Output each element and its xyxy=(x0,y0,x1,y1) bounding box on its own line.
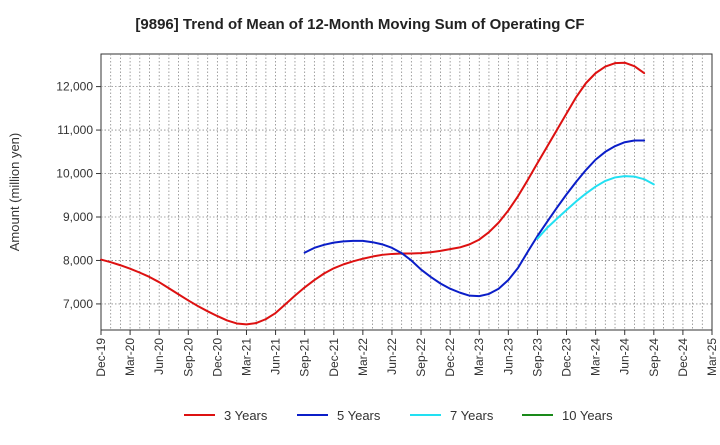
y-tick-label: 8,000 xyxy=(63,253,93,267)
x-tick-label: Jun-23 xyxy=(501,338,515,375)
legend-label: 3 Years xyxy=(224,408,268,423)
series-line-5-years xyxy=(303,139,646,298)
x-tick-label: Sep-21 xyxy=(298,338,312,377)
plot-area xyxy=(100,53,713,331)
series-lines xyxy=(100,61,655,326)
x-tick-label: Dec-20 xyxy=(210,338,224,377)
x-tick-label: Dec-22 xyxy=(443,338,457,377)
grid-lines xyxy=(101,54,712,330)
x-tick-label: Dec-24 xyxy=(676,338,690,377)
y-tick-label: 11,000 xyxy=(57,123,93,137)
x-tick-label: Dec-23 xyxy=(560,338,574,377)
series-line-7-years xyxy=(536,175,655,240)
x-tick-label: Dec-19 xyxy=(94,338,108,377)
x-tick-label: Mar-24 xyxy=(589,338,603,376)
y-tick-label: 9,000 xyxy=(63,210,93,224)
x-tick-label: Mar-25 xyxy=(705,338,719,376)
x-tick-label: Jun-22 xyxy=(385,338,399,375)
x-tick-label: Dec-21 xyxy=(327,338,341,377)
series-line-3-years xyxy=(100,61,646,326)
legend: 3 Years 5 Years 7 Years 10 Years xyxy=(184,408,613,423)
x-tick-label: Jun-24 xyxy=(618,338,632,375)
chart-title: [9896] Trend of Mean of 12-Month Moving … xyxy=(135,16,584,33)
x-tick-label: Mar-20 xyxy=(123,338,137,376)
x-tick-label: Jun-21 xyxy=(269,338,283,375)
x-tick-label: Mar-22 xyxy=(356,338,370,376)
y-tick-label: 12,000 xyxy=(56,80,93,94)
legend-label: 7 Years xyxy=(450,408,494,423)
x-tick-label: Mar-21 xyxy=(239,338,253,376)
y-tick-label: 7,000 xyxy=(63,297,93,311)
legend-label: 5 Years xyxy=(337,408,381,423)
legend-label: 10 Years xyxy=(562,408,613,423)
x-tick-label: Jun-20 xyxy=(152,338,166,375)
x-tick-label: Sep-22 xyxy=(414,338,428,377)
x-tick-label: Mar-23 xyxy=(472,338,486,376)
x-tick-label: Sep-23 xyxy=(530,338,544,377)
y-tick-label: 10,000 xyxy=(56,167,93,181)
y-axis-ticks: 7,000 8,000 9,000 10,000 11,000 12,000 xyxy=(56,80,101,311)
x-tick-label: Sep-20 xyxy=(181,338,195,377)
x-axis-ticks: Dec-19 Mar-20 Jun-20 Sep-20 Dec-20 Mar-21 Jun-… xyxy=(94,330,719,377)
x-tick-label: Sep-24 xyxy=(647,338,661,377)
y-axis-label: Amount (million yen) xyxy=(7,133,22,252)
